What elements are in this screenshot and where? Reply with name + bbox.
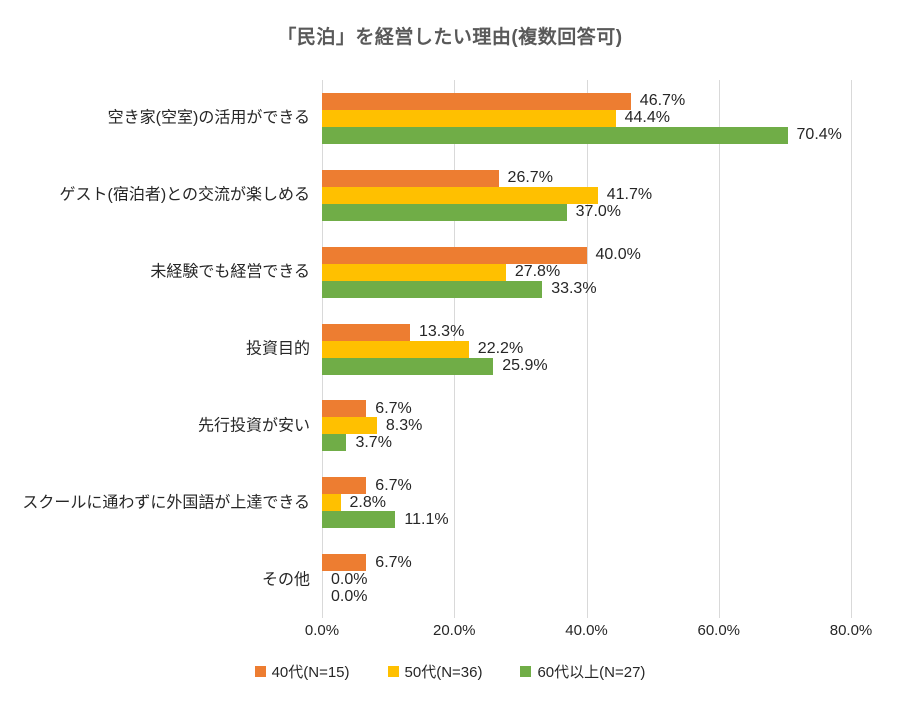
- bar-value-label: 33.3%: [551, 280, 597, 298]
- category-axis: 空き家(空室)の活用ができるゲスト(宿泊者)との交流が楽しめる未経験でも経営でき…: [0, 80, 322, 618]
- bar: [322, 340, 469, 358]
- bar: [322, 109, 616, 127]
- bar: [322, 417, 377, 435]
- bar: [322, 169, 499, 187]
- bar-value-label: 6.7%: [375, 553, 412, 571]
- bar: [322, 246, 587, 264]
- bar: [322, 357, 494, 375]
- bar-value-label: 25.9%: [502, 357, 548, 374]
- gridline: [851, 80, 852, 618]
- bar: [322, 400, 367, 418]
- bar: [322, 92, 631, 110]
- bar-value-label: 0.0%: [331, 570, 368, 588]
- chart-title: 「民泊」を経営したい理由(複数回答可): [277, 27, 623, 48]
- category-label: 空き家(空室)の活用ができる: [107, 109, 310, 127]
- x-axis: 0.0% 20.0% 40.0% 60.0% 80.0%: [305, 622, 872, 642]
- bar-value-label: 46.7%: [639, 92, 686, 110]
- category-label: 先行投資が安い: [197, 417, 310, 435]
- x-tick-label: 40.0%: [565, 622, 608, 639]
- bar-value-label: 26.7%: [507, 169, 553, 187]
- bar: [322, 434, 347, 452]
- legend-label: 50代(N=36): [404, 664, 483, 681]
- bar: [322, 323, 410, 341]
- bar-value-label: 40.0%: [595, 246, 641, 264]
- bar-value-label: 11.1%: [404, 510, 449, 528]
- gridline: [718, 80, 720, 618]
- legend: 40代(N=15) 50代(N=36) 60代以上(N=27): [0, 661, 900, 682]
- bar-value-label: 27.8%: [514, 263, 561, 281]
- category-label: その他: [261, 570, 310, 588]
- legend-item: 40代(N=15): [254, 661, 350, 682]
- x-tick-label: 0.0%: [304, 622, 340, 639]
- bar-value-label: 44.4%: [624, 109, 670, 127]
- bar-value-label: 37.0%: [575, 203, 622, 221]
- x-tick-label: 80.0%: [829, 622, 873, 639]
- bar-value-label: 22.2%: [477, 340, 524, 357]
- gridline: [586, 80, 588, 618]
- bar-value-label: 6.7%: [375, 476, 412, 494]
- category-label: スクールに通わずに外国語が上達できる: [22, 494, 310, 512]
- legend-marker-icon: [520, 666, 532, 677]
- bar: [322, 126, 788, 144]
- x-tick-label: 20.0%: [432, 622, 476, 639]
- bar: [322, 186, 598, 204]
- legend-marker-icon: [254, 666, 266, 677]
- legend-item: 60代以上(N=27): [520, 661, 645, 682]
- bar-value-label: 13.3%: [418, 323, 465, 340]
- legend-label: 40代(N=15): [271, 664, 350, 681]
- bar: [322, 494, 341, 512]
- bar: [322, 263, 506, 281]
- bar: [322, 554, 367, 572]
- category-label: 未経験でも経営できる: [150, 263, 310, 281]
- bar-value-label: 2.8%: [349, 493, 386, 511]
- category-label: ゲスト(宿泊者)との交流が楽しめる: [59, 186, 311, 204]
- bar: [322, 203, 567, 221]
- bar-value-label: 70.4%: [796, 126, 842, 144]
- plot-area: 46.7% 44.4% 70.4% 26.7% 41.7% 37.0% 40.0% 27.8%…: [322, 80, 852, 618]
- legend-label: 60代以上(N=27): [537, 664, 646, 681]
- bar: [322, 511, 396, 529]
- bar: [322, 477, 367, 495]
- bar-value-label: 0.0%: [331, 587, 368, 605]
- legend-marker-icon: [387, 666, 399, 677]
- bar-value-label: 8.3%: [385, 416, 423, 434]
- bar: [322, 280, 543, 298]
- x-tick-label: 60.0%: [697, 622, 741, 639]
- category-label: 投資目的: [245, 340, 310, 358]
- legend-item: 50代(N=36): [387, 661, 483, 682]
- bar-value-label: 3.7%: [355, 433, 392, 451]
- bar-value-label: 6.7%: [375, 399, 412, 417]
- bar-value-label: 41.7%: [606, 186, 653, 204]
